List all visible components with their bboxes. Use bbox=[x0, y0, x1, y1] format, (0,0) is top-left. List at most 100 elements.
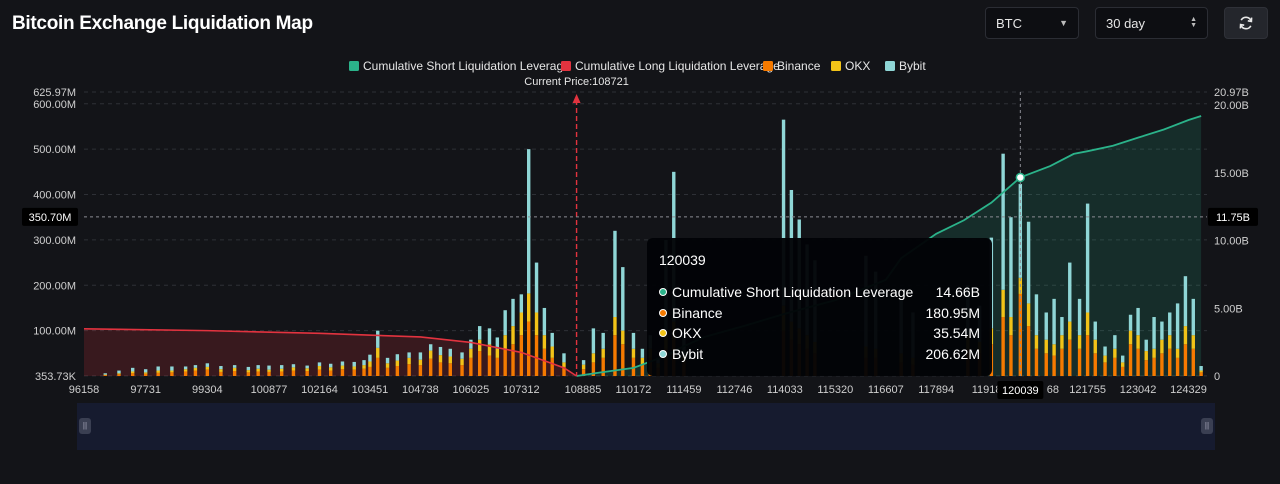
bar-bybit bbox=[1168, 312, 1172, 336]
right-axis-tick: 0 bbox=[1214, 371, 1220, 383]
bar-bybit bbox=[601, 332, 605, 349]
bar-binance bbox=[1160, 353, 1164, 376]
bar-okx bbox=[395, 360, 400, 367]
bar-binance bbox=[305, 371, 309, 376]
tooltip-value: 14.66B bbox=[935, 284, 980, 301]
x-axis-tick: 100877 bbox=[251, 384, 288, 396]
bar-okx bbox=[328, 367, 333, 371]
bar-okx bbox=[477, 339, 482, 352]
bar-okx bbox=[550, 346, 554, 358]
bar-okx bbox=[183, 369, 188, 372]
symbol-select-value: BTC bbox=[996, 15, 1022, 31]
x-axis-tick: 124329 bbox=[1170, 384, 1207, 396]
bar-okx bbox=[1052, 344, 1056, 356]
bar-bybit bbox=[362, 360, 366, 366]
bar-binance bbox=[317, 369, 322, 376]
bar-binance bbox=[1199, 372, 1203, 376]
x-axis-tick: 108885 bbox=[565, 384, 602, 396]
bar-bybit bbox=[534, 262, 539, 313]
bar-binance bbox=[1113, 357, 1117, 376]
bar-okx bbox=[1168, 335, 1172, 349]
bar-bybit bbox=[438, 346, 443, 356]
range-select[interactable]: 30 day ▲ ▼ bbox=[1095, 7, 1208, 39]
bar-bybit bbox=[103, 373, 107, 375]
bar-bybit bbox=[428, 344, 433, 351]
bar-binance bbox=[376, 357, 380, 376]
zoom-scrollbar[interactable] bbox=[77, 403, 1215, 450]
bar-bybit bbox=[1093, 321, 1097, 340]
chart-grid bbox=[84, 91, 1207, 377]
bar-bybit bbox=[781, 119, 786, 306]
bar-binance bbox=[232, 371, 237, 376]
bar-binance bbox=[1093, 353, 1097, 376]
left-axis-tick: 400.00M bbox=[33, 190, 76, 202]
bar-okx bbox=[1175, 348, 1180, 358]
bar-bybit bbox=[352, 361, 356, 367]
bar-okx bbox=[613, 317, 617, 336]
bar-binance bbox=[1034, 348, 1039, 376]
bar-okx bbox=[317, 366, 322, 370]
bar-bybit bbox=[477, 326, 482, 340]
bar-okx bbox=[267, 369, 271, 372]
bar-binance bbox=[362, 368, 366, 376]
bar-okx bbox=[1183, 326, 1188, 345]
bar-binance bbox=[279, 371, 284, 376]
tooltip-row-binance: Binance 180.95M bbox=[659, 303, 980, 324]
range-select-value: 30 day bbox=[1106, 15, 1146, 31]
bar-binance bbox=[613, 335, 617, 376]
bar-okx bbox=[621, 330, 625, 345]
bar-binance bbox=[438, 362, 443, 376]
tooltip-name: OKX bbox=[672, 325, 702, 342]
bar-okx bbox=[601, 348, 605, 358]
bar-binance bbox=[156, 372, 160, 376]
bar-bybit bbox=[621, 267, 625, 331]
left-axis-tick: 500.00M bbox=[33, 144, 76, 156]
bar-binance bbox=[407, 364, 411, 376]
bar-bybit bbox=[1113, 335, 1117, 349]
bar-bybit bbox=[1121, 355, 1125, 363]
tooltip-dot-short bbox=[659, 288, 667, 297]
bar-okx bbox=[232, 367, 237, 372]
bar-okx bbox=[219, 369, 223, 372]
bar-okx bbox=[428, 350, 433, 359]
bar-bybit bbox=[385, 357, 390, 364]
bar-binance bbox=[328, 370, 333, 376]
bar-bybit bbox=[1026, 221, 1031, 304]
bar-bybit bbox=[1199, 366, 1203, 371]
bar-bybit bbox=[542, 307, 547, 336]
bar-bybit bbox=[526, 149, 531, 294]
symbol-select[interactable]: BTC ▼ bbox=[985, 7, 1079, 39]
bar-bybit bbox=[183, 366, 188, 370]
bar-binance bbox=[1026, 326, 1031, 376]
bar-bybit bbox=[376, 330, 380, 348]
tooltip-dot-okx bbox=[659, 329, 667, 338]
bar-binance bbox=[130, 373, 135, 376]
bar-bybit bbox=[640, 348, 645, 358]
bar-bybit bbox=[631, 332, 636, 349]
zoom-handle-right[interactable]: || bbox=[1201, 418, 1213, 434]
x-axis-tick: 103451 bbox=[352, 384, 389, 396]
bar-bybit bbox=[219, 366, 223, 370]
bar-bybit bbox=[232, 365, 237, 368]
refresh-button[interactable] bbox=[1224, 7, 1268, 39]
bar-bybit bbox=[340, 361, 345, 366]
bar-binance bbox=[1175, 357, 1180, 376]
bar-okx bbox=[418, 359, 423, 366]
bar-okx bbox=[1152, 348, 1156, 358]
tooltip-name: Cumulative Short Liquidation Leverage bbox=[672, 284, 914, 301]
zoom-handle-left[interactable]: || bbox=[79, 418, 91, 434]
bar-binance bbox=[511, 344, 515, 376]
bar-bybit bbox=[117, 370, 121, 374]
bar-okx bbox=[526, 293, 531, 322]
bar-okx bbox=[279, 368, 284, 372]
bar-bybit bbox=[407, 352, 411, 358]
bar-binance bbox=[385, 367, 390, 376]
right-axis-tick: 20.97B bbox=[1214, 87, 1249, 99]
bar-okx bbox=[130, 371, 135, 374]
bar-binance bbox=[477, 351, 482, 376]
crosshair-point bbox=[1015, 172, 1026, 183]
x-axis-tick: 112746 bbox=[716, 384, 752, 396]
bar-binance bbox=[1060, 348, 1064, 376]
bar-binance bbox=[1068, 339, 1072, 376]
bar-bybit bbox=[193, 365, 198, 368]
